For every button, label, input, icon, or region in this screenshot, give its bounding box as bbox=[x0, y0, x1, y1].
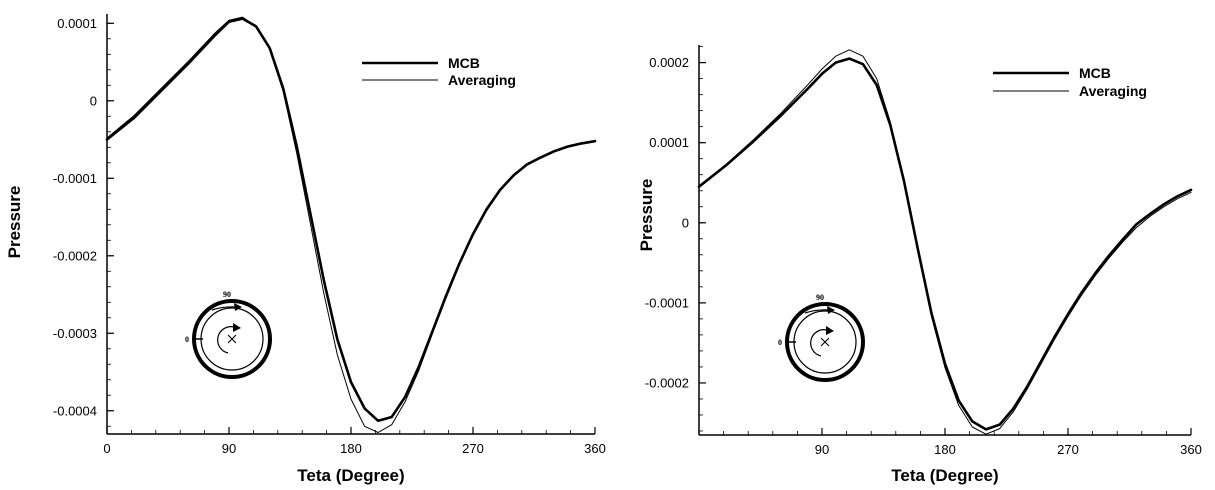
x-tick-label: 90 bbox=[222, 441, 236, 456]
series-line-mcb bbox=[697, 57, 1193, 431]
inset-center-cross bbox=[820, 337, 830, 347]
y-tick-label: -0.0001 bbox=[53, 171, 97, 186]
inset-rotation-arrowhead bbox=[233, 323, 241, 332]
x-tick-label: 270 bbox=[462, 441, 484, 456]
legend-label: MCB bbox=[1079, 65, 1111, 81]
y-tick-label: 0 bbox=[682, 215, 689, 230]
x-tick-label: 0 bbox=[103, 441, 110, 456]
series-line-averaging bbox=[698, 49, 1192, 435]
y-tick-label: -0.0002 bbox=[53, 248, 97, 263]
x-tick-label: 360 bbox=[1180, 442, 1202, 457]
chart-left: 0.0001 0 -0.0001 -0.0002 -0.0003 -0.0004 0 90 18… bbox=[5, 14, 606, 485]
inset-label-0: 0 bbox=[778, 338, 782, 347]
legend-label: Averaging bbox=[1079, 83, 1147, 99]
y-tick-label: -0.0004 bbox=[53, 403, 97, 418]
y-tick-label: 0.0001 bbox=[57, 16, 97, 31]
inset-rotation-arc bbox=[810, 329, 828, 357]
inset-label-0: 0 bbox=[185, 335, 189, 344]
inset-label-90: 90 bbox=[816, 293, 824, 302]
x-tick-label: 90 bbox=[815, 442, 829, 457]
x-tick-label: 270 bbox=[1057, 442, 1079, 457]
x-axis-label: Teta (Degree) bbox=[891, 466, 998, 485]
y-tick-label: -0.0001 bbox=[645, 295, 689, 310]
series-line-averaging bbox=[106, 16, 596, 433]
inset-outer-ring bbox=[192, 299, 272, 379]
x-tick-label: 180 bbox=[340, 441, 362, 456]
legend-label: Averaging bbox=[448, 72, 516, 88]
y-tick-label: 0 bbox=[90, 93, 97, 108]
y-tick-label: -0.0002 bbox=[645, 375, 689, 390]
inset-rotation-arrowhead bbox=[826, 326, 834, 335]
inset-ring-arrowhead bbox=[234, 303, 242, 311]
x-tick-label: 180 bbox=[934, 442, 956, 457]
y-tick-label: 0.0001 bbox=[649, 135, 689, 150]
inset-center-cross bbox=[227, 334, 237, 344]
x-tick-label: 360 bbox=[584, 441, 606, 456]
y-axis-label: Pressure bbox=[637, 179, 656, 252]
y-tick-label: -0.0003 bbox=[53, 326, 97, 341]
inset-ring-arrowhead bbox=[827, 306, 835, 314]
chart-right: 0.0002 0.0001 0 -0.0001 -0.0002 90 180 270 360 Te… bbox=[637, 45, 1202, 485]
y-axis-label: Pressure bbox=[5, 186, 24, 259]
x-axis-label: Teta (Degree) bbox=[297, 466, 404, 485]
inset-label-90: 90 bbox=[223, 290, 231, 299]
y-tick-label: 0.0002 bbox=[649, 55, 689, 70]
inset-outer-ring bbox=[785, 302, 865, 382]
inset-rotation-arc bbox=[217, 326, 235, 354]
legend-label: MCB bbox=[448, 55, 480, 71]
series-line-mcb bbox=[105, 17, 597, 423]
